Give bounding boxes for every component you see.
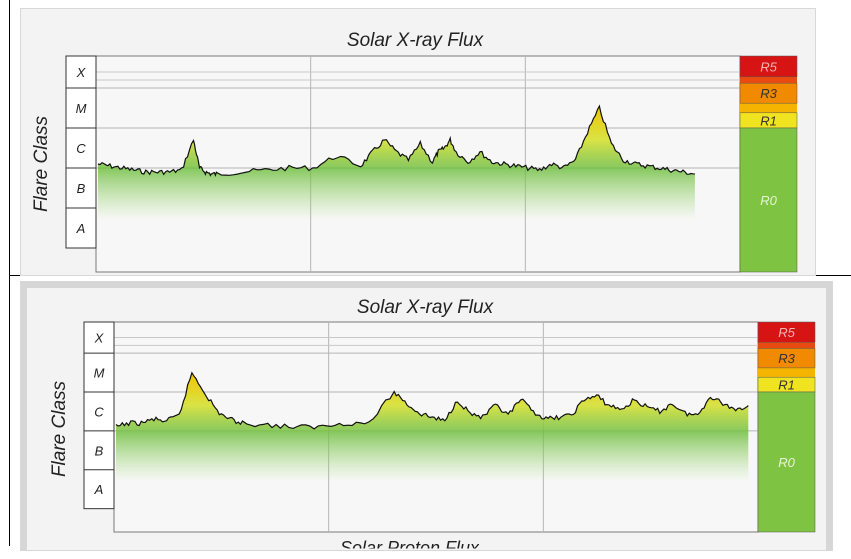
flux-line: [115, 371, 749, 430]
r-scale-box-r3: [757, 348, 816, 369]
xray-chart-bottom: X M C B A R5 R3 R1 R0: [83, 321, 816, 533]
xray-chart-top: X M C B A R5 R3 R1 R0: [65, 55, 798, 273]
ylabel-bottom: Flare Class: [49, 380, 70, 478]
bottom-cut-title: Solar Proton Flux: [340, 538, 480, 558]
frame-left-line: [9, 0, 10, 546]
chart-title-top: Solar X-ray Flux: [346, 30, 484, 51]
r-scale-label-r1: R1: [778, 378, 795, 393]
r-scale-label-r0: R0: [778, 455, 795, 470]
r-scale-box-r5: [757, 321, 816, 343]
flare-class-label-m: M: [76, 101, 87, 116]
flux-area: [98, 106, 695, 220]
r-scale-label-r5: R5: [778, 325, 795, 340]
r-scale-label-r3: R3: [778, 351, 795, 366]
flare-class-label-c: C: [76, 141, 86, 156]
flare-class-label-b: B: [77, 181, 86, 196]
flux-line: [97, 104, 695, 177]
r-band-r2: [758, 367, 815, 378]
flux-area: [116, 372, 749, 482]
r-band-r4: [740, 76, 797, 84]
flare-class-label-m: M: [94, 366, 105, 381]
r-scale-label-r1: R1: [760, 113, 777, 128]
r-scale-label-r3: R3: [760, 86, 777, 101]
r-scale-box-r0: [757, 391, 816, 533]
flare-class-label-c: C: [94, 404, 104, 419]
flare-class-label-b: B: [95, 443, 104, 458]
flare-class-label-a: A: [76, 221, 86, 236]
r-scale-label-r5: R5: [760, 59, 777, 74]
r-scale-box-r5: [739, 55, 798, 78]
chart-title-bottom: Solar X-ray Flux: [356, 297, 494, 318]
flare-class-label-a: A: [94, 482, 104, 497]
r-scale-box-r3: [739, 82, 798, 104]
r-scale-box-r0: [739, 127, 798, 273]
flare-class-label-x: X: [76, 65, 87, 80]
ylabel-top: Flare Class: [31, 115, 52, 213]
r-band-r2: [740, 103, 797, 113]
r-band-r4: [758, 342, 815, 349]
flare-class-label-x: X: [94, 331, 105, 346]
r-scale-label-r0: R0: [760, 193, 777, 208]
